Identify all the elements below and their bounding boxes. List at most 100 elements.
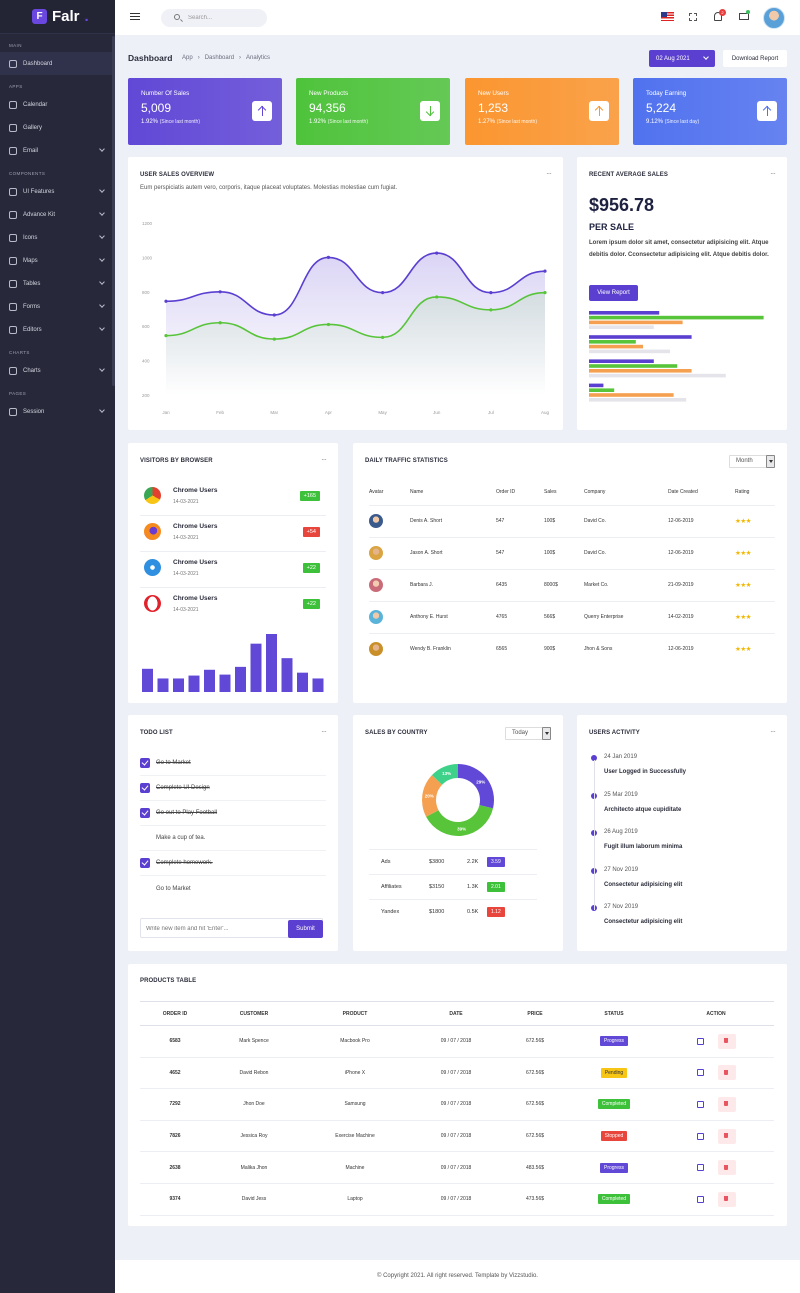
bar[interactable] — [219, 674, 231, 692]
list-item[interactable]: Chrome Users 14-03-2021 +22 — [140, 552, 326, 588]
delete-button[interactable] — [717, 1033, 736, 1049]
sidebar-item-charts[interactable]: Charts — [0, 359, 115, 382]
sidebar-item-icons[interactable]: Icons — [0, 226, 115, 249]
sidebar-item-dashboard[interactable]: Dashboard — [0, 52, 115, 75]
table-row[interactable]: Yandex $1800 0.5K 1.12 — [369, 899, 537, 925]
table-row[interactable]: 9374 David Jess Laptop 09 / 07 / 2018 473.56… — [140, 1183, 774, 1216]
bar[interactable] — [250, 643, 262, 692]
brand[interactable]: F Falr. — [0, 0, 115, 34]
period-select[interactable]: Today — [505, 727, 551, 740]
pie-slice[interactable] — [422, 775, 443, 817]
more-options-icon[interactable]: ··· — [321, 727, 327, 736]
table-row[interactable]: 7826 Jessica Roy Exercise Machine 09 / 07 /… — [140, 1120, 774, 1153]
arrow-up-icon[interactable] — [589, 101, 609, 121]
table-row[interactable]: 4652 David Rebon iPhone X 09 / 07 / 2018 672… — [140, 1057, 774, 1090]
data-point[interactable] — [272, 313, 276, 317]
data-point[interactable] — [543, 269, 547, 273]
edit-icon[interactable] — [696, 1100, 704, 1108]
pie-slice[interactable] — [431, 764, 458, 785]
data-point[interactable] — [164, 334, 168, 338]
checkbox[interactable] — [140, 783, 150, 793]
checkbox[interactable] — [140, 858, 150, 868]
edit-icon[interactable] — [696, 1069, 704, 1077]
sidebar-item-forms[interactable]: Forms — [0, 295, 115, 318]
bar[interactable] — [312, 678, 324, 692]
more-options-icon[interactable]: ··· — [546, 169, 552, 178]
table-row[interactable]: 7292 Jhon Doe Samsung 09 / 07 / 2018 672.56$… — [140, 1088, 774, 1121]
todo-item[interactable]: Make a cup of tea. — [140, 826, 326, 851]
todo-item[interactable]: Complete homework. — [140, 851, 326, 876]
select-arrow-icon[interactable] — [766, 455, 775, 468]
checkbox[interactable] — [140, 833, 150, 843]
bar[interactable] — [188, 675, 200, 692]
data-point[interactable] — [380, 291, 385, 295]
todo-item[interactable]: Complete UI Design — [140, 776, 326, 801]
data-point[interactable] — [435, 251, 439, 255]
sidebar-item-advance-kit[interactable]: Advance Kit — [0, 203, 115, 226]
list-item[interactable]: Chrome Users 14-03-2021 +54 — [140, 516, 326, 552]
table-row[interactable]: Wendy B. Franklin 6565 900$ Jhon & Sons 12-0… — [369, 632, 775, 665]
data-point[interactable] — [272, 337, 276, 341]
breadcrumb-item[interactable]: App — [182, 55, 193, 61]
sidebar-item-ui-features[interactable]: UI Features — [0, 180, 115, 203]
table-row[interactable]: Denis A. Short 547 100$ David Co. 12-06-2019… — [369, 504, 775, 537]
data-point[interactable] — [326, 322, 331, 327]
data-point[interactable] — [489, 291, 493, 295]
data-point[interactable] — [218, 321, 222, 325]
data-point[interactable] — [326, 255, 331, 259]
menu-toggle-icon[interactable] — [130, 13, 140, 20]
user-avatar[interactable] — [763, 7, 785, 29]
sidebar-item-calendar[interactable]: Calendar — [0, 93, 115, 116]
todo-item[interactable]: Go out to Play Football — [140, 801, 326, 826]
more-options-icon[interactable]: ··· — [770, 169, 776, 178]
arrow-up-icon[interactable] — [757, 101, 777, 121]
edit-icon[interactable] — [696, 1037, 704, 1045]
mail-icon[interactable] — [739, 13, 749, 20]
search-input[interactable] — [188, 12, 262, 24]
delete-button[interactable] — [717, 1191, 736, 1207]
data-point[interactable] — [489, 308, 493, 312]
data-point[interactable] — [218, 290, 222, 294]
table-row[interactable]: Jason A. Short 547 100$ David Co. 12-06-2019… — [369, 536, 775, 569]
list-item[interactable]: Chrome Users 14-03-2021 +165 — [140, 480, 326, 516]
bar[interactable] — [297, 672, 308, 692]
select-arrow-icon[interactable] — [542, 727, 551, 740]
bar[interactable] — [235, 666, 246, 692]
breadcrumb-item[interactable]: Dashboard — [204, 55, 235, 61]
more-options-icon[interactable]: ··· — [770, 727, 776, 736]
fullscreen-icon[interactable] — [689, 13, 697, 21]
data-point[interactable] — [543, 291, 547, 295]
data-point[interactable] — [164, 299, 168, 303]
table-row[interactable]: Anthony E. Hurst 4765 566$ Querry Enterpris… — [369, 600, 775, 633]
view-report-button[interactable]: View Report — [589, 285, 638, 301]
more-options-icon[interactable]: ··· — [321, 455, 327, 464]
todo-submit-button[interactable]: Submit — [288, 920, 323, 938]
table-row[interactable]: Ads $3800 2.2K 3.59 — [369, 849, 537, 875]
sidebar-item-gallery[interactable]: Gallery — [0, 116, 115, 139]
delete-button[interactable] — [717, 1096, 736, 1112]
download-report-button[interactable]: Download Report — [723, 50, 787, 67]
todo-item[interactable]: Go to Market — [140, 751, 326, 776]
pie-slice[interactable] — [426, 805, 494, 836]
sidebar-item-session[interactable]: Session — [0, 400, 115, 423]
data-point[interactable] — [380, 335, 385, 339]
sidebar-item-tables[interactable]: Tables — [0, 272, 115, 295]
delete-button[interactable] — [717, 1128, 736, 1144]
checkbox[interactable] — [140, 808, 150, 818]
pie-slice[interactable] — [458, 764, 494, 809]
arrow-down-icon[interactable] — [420, 101, 440, 121]
bar[interactable] — [266, 634, 277, 692]
bar[interactable] — [281, 658, 293, 692]
sidebar-item-maps[interactable]: Maps — [0, 249, 115, 272]
data-point[interactable] — [435, 295, 439, 299]
edit-icon[interactable] — [696, 1132, 704, 1140]
table-row[interactable]: Barbara J. 6435 8000$ Market Co. 21-09-2019 ★… — [369, 568, 775, 601]
notification-bell-icon[interactable] — [714, 12, 722, 21]
edit-icon[interactable] — [696, 1164, 704, 1172]
sidebar-item-email[interactable]: Email — [0, 139, 115, 162]
bar[interactable] — [204, 669, 215, 692]
delete-button[interactable] — [717, 1065, 736, 1081]
arrow-up-icon[interactable] — [252, 101, 272, 121]
todo-input[interactable] — [146, 923, 276, 934]
sidebar-scrollbar[interactable] — [112, 36, 115, 386]
